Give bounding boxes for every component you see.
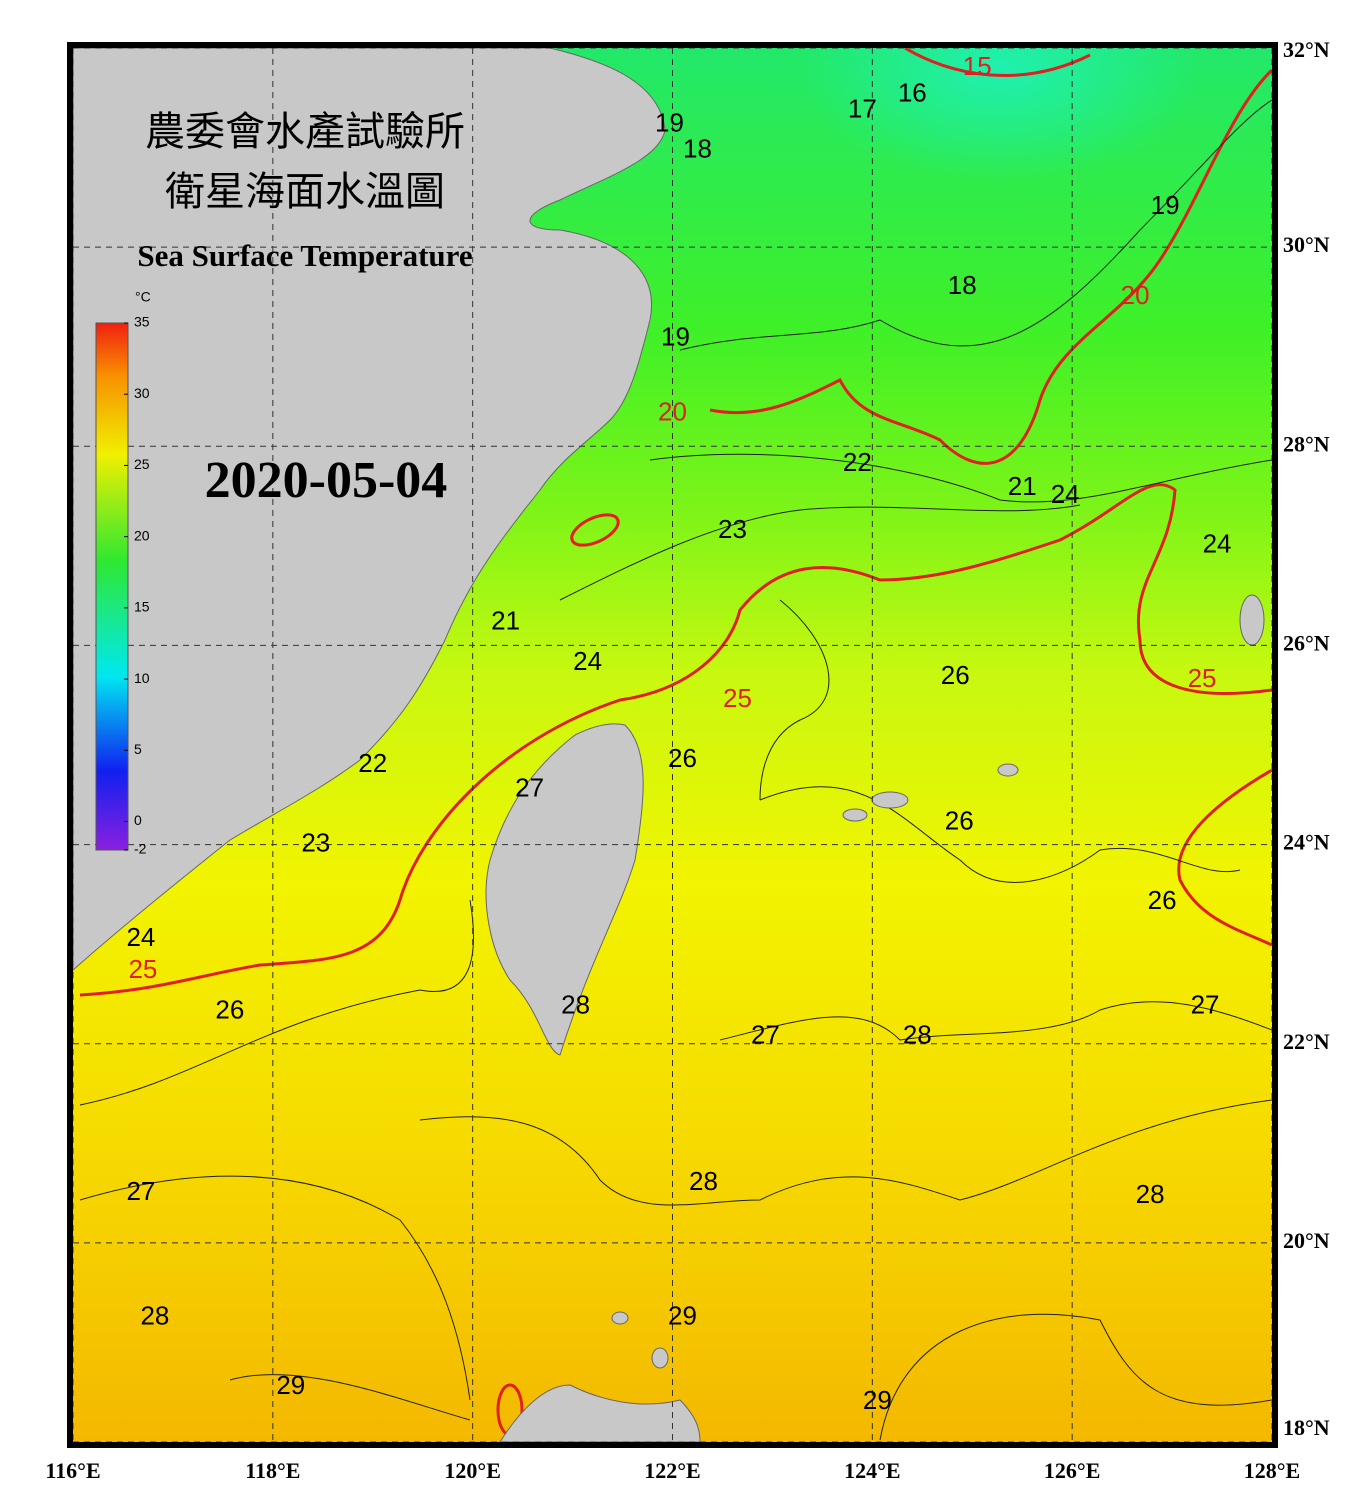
- contour-label: 20: [658, 396, 687, 426]
- contour-label: 28: [140, 1300, 169, 1330]
- contour-label: 28: [561, 990, 590, 1020]
- lat-tick-label: 18°N: [1283, 1415, 1330, 1440]
- colorbar: [95, 322, 129, 851]
- contour-label: 25: [1188, 663, 1217, 693]
- colorbar-tick-label: 5: [134, 741, 142, 757]
- contour-15: [904, 48, 1091, 77]
- contour-label: 24: [126, 922, 155, 952]
- colorbar-tick-label: 10: [134, 670, 150, 686]
- colorbar-unit: °C: [135, 289, 151, 305]
- contour-label: 24: [1051, 479, 1080, 509]
- lat-tick-label: 32°N: [1283, 37, 1330, 62]
- contour-label: 26: [668, 743, 697, 773]
- contour-label: 20: [1121, 280, 1150, 310]
- lat-tick-label: 24°N: [1283, 830, 1330, 855]
- lon-tick-label: 122°E: [644, 1458, 700, 1483]
- contour-label: 17: [848, 94, 877, 124]
- colorbar-tick-label: -2: [134, 841, 147, 857]
- contour-label: 23: [301, 827, 330, 857]
- lon-tick-label: 118°E: [245, 1458, 300, 1483]
- lat-tick-label: 26°N: [1283, 630, 1330, 655]
- lat-tick-label: 20°N: [1283, 1228, 1330, 1253]
- axes: 116°E 118°E 120°E 122°E 124°E 126°E 128°E 18°N 2…: [45, 37, 1329, 1483]
- contour-label: 22: [843, 447, 872, 477]
- lon-tick-label: 120°E: [444, 1458, 500, 1483]
- contour-label: 27: [751, 1020, 780, 1050]
- contour-25: [79, 483, 1272, 997]
- island: [871, 791, 909, 809]
- lon-tick-label: 124°E: [844, 1458, 900, 1483]
- colorbar-tick-label: 15: [134, 599, 150, 615]
- contour-label: 22: [358, 748, 387, 778]
- taiwan: [485, 723, 644, 1056]
- island: [997, 763, 1019, 777]
- contour-label: 16: [898, 78, 927, 108]
- date: 2020-05-04: [205, 452, 448, 509]
- contour-20-ring: [570, 513, 620, 547]
- contour-label: 24: [1203, 529, 1232, 559]
- cold-spot: [800, 48, 1200, 180]
- land: [73, 48, 1265, 1442]
- contour-label: 29: [668, 1300, 697, 1330]
- contour-label: 19: [661, 322, 690, 352]
- colorbar-tick-label: 35: [134, 314, 150, 330]
- island: [842, 808, 868, 822]
- contour-label: 26: [941, 660, 970, 690]
- contour-label: 28: [1136, 1179, 1165, 1209]
- contour-label: 27: [1191, 990, 1220, 1020]
- contour-label: 28: [689, 1166, 718, 1196]
- lon-tick-label: 126°E: [1044, 1458, 1100, 1483]
- island: [651, 1347, 669, 1369]
- contour-label: 19: [655, 108, 684, 138]
- contour-label: 29: [863, 1385, 892, 1415]
- contour-label: 21: [491, 605, 520, 635]
- contour-label: 25: [723, 683, 752, 713]
- graticule: [73, 48, 1272, 1442]
- contour-label: 21: [1008, 471, 1037, 501]
- mainland: [73, 48, 666, 971]
- contour-20: [709, 68, 1272, 465]
- lon-tick-label: 128°E: [1244, 1458, 1300, 1483]
- black-contours: [79, 99, 1272, 1441]
- colorbar-tick-label: 25: [134, 456, 150, 472]
- title-line1: 農委會水產試驗所: [145, 109, 465, 155]
- contour-label: 26: [215, 995, 244, 1025]
- lat-tick-label: 28°N: [1283, 431, 1330, 456]
- colorbar-tick-label: 0: [134, 812, 142, 828]
- frame: [67, 42, 1278, 1448]
- contour-label: 23: [718, 514, 747, 544]
- contour-label: 28: [903, 1020, 932, 1050]
- contour-label: 19: [1151, 190, 1180, 220]
- contour-label: 26: [1148, 885, 1177, 915]
- contour-label: 29: [276, 1370, 305, 1400]
- title-line2: 衛星海面水溫圖: [165, 169, 445, 215]
- lat-tick-label: 30°N: [1283, 232, 1330, 257]
- island: [611, 1311, 629, 1325]
- island: [1239, 594, 1265, 646]
- contour-label: 27: [515, 773, 544, 803]
- contour-label: 27: [126, 1176, 155, 1206]
- colorbar-ticks: 35 30 25 20 15 10 5 0 -2: [124, 314, 150, 857]
- contour-label: 26: [945, 806, 974, 836]
- contour-label: 25: [128, 954, 157, 984]
- lon-tick-label: 116°E: [45, 1458, 100, 1483]
- subtitle: Sea Surface Temperature: [137, 238, 472, 273]
- contour-label: 18: [683, 133, 712, 163]
- luzon: [499, 1384, 701, 1442]
- contour-label: 24: [573, 646, 602, 676]
- lat-tick-label: 22°N: [1283, 1029, 1330, 1054]
- contour-label: 15: [963, 51, 992, 81]
- colorbar-tick-label: 20: [134, 527, 150, 543]
- contour-25-east: [1177, 768, 1272, 947]
- contour-label: 18: [948, 270, 977, 300]
- colorbar-tick-label: 30: [134, 385, 150, 401]
